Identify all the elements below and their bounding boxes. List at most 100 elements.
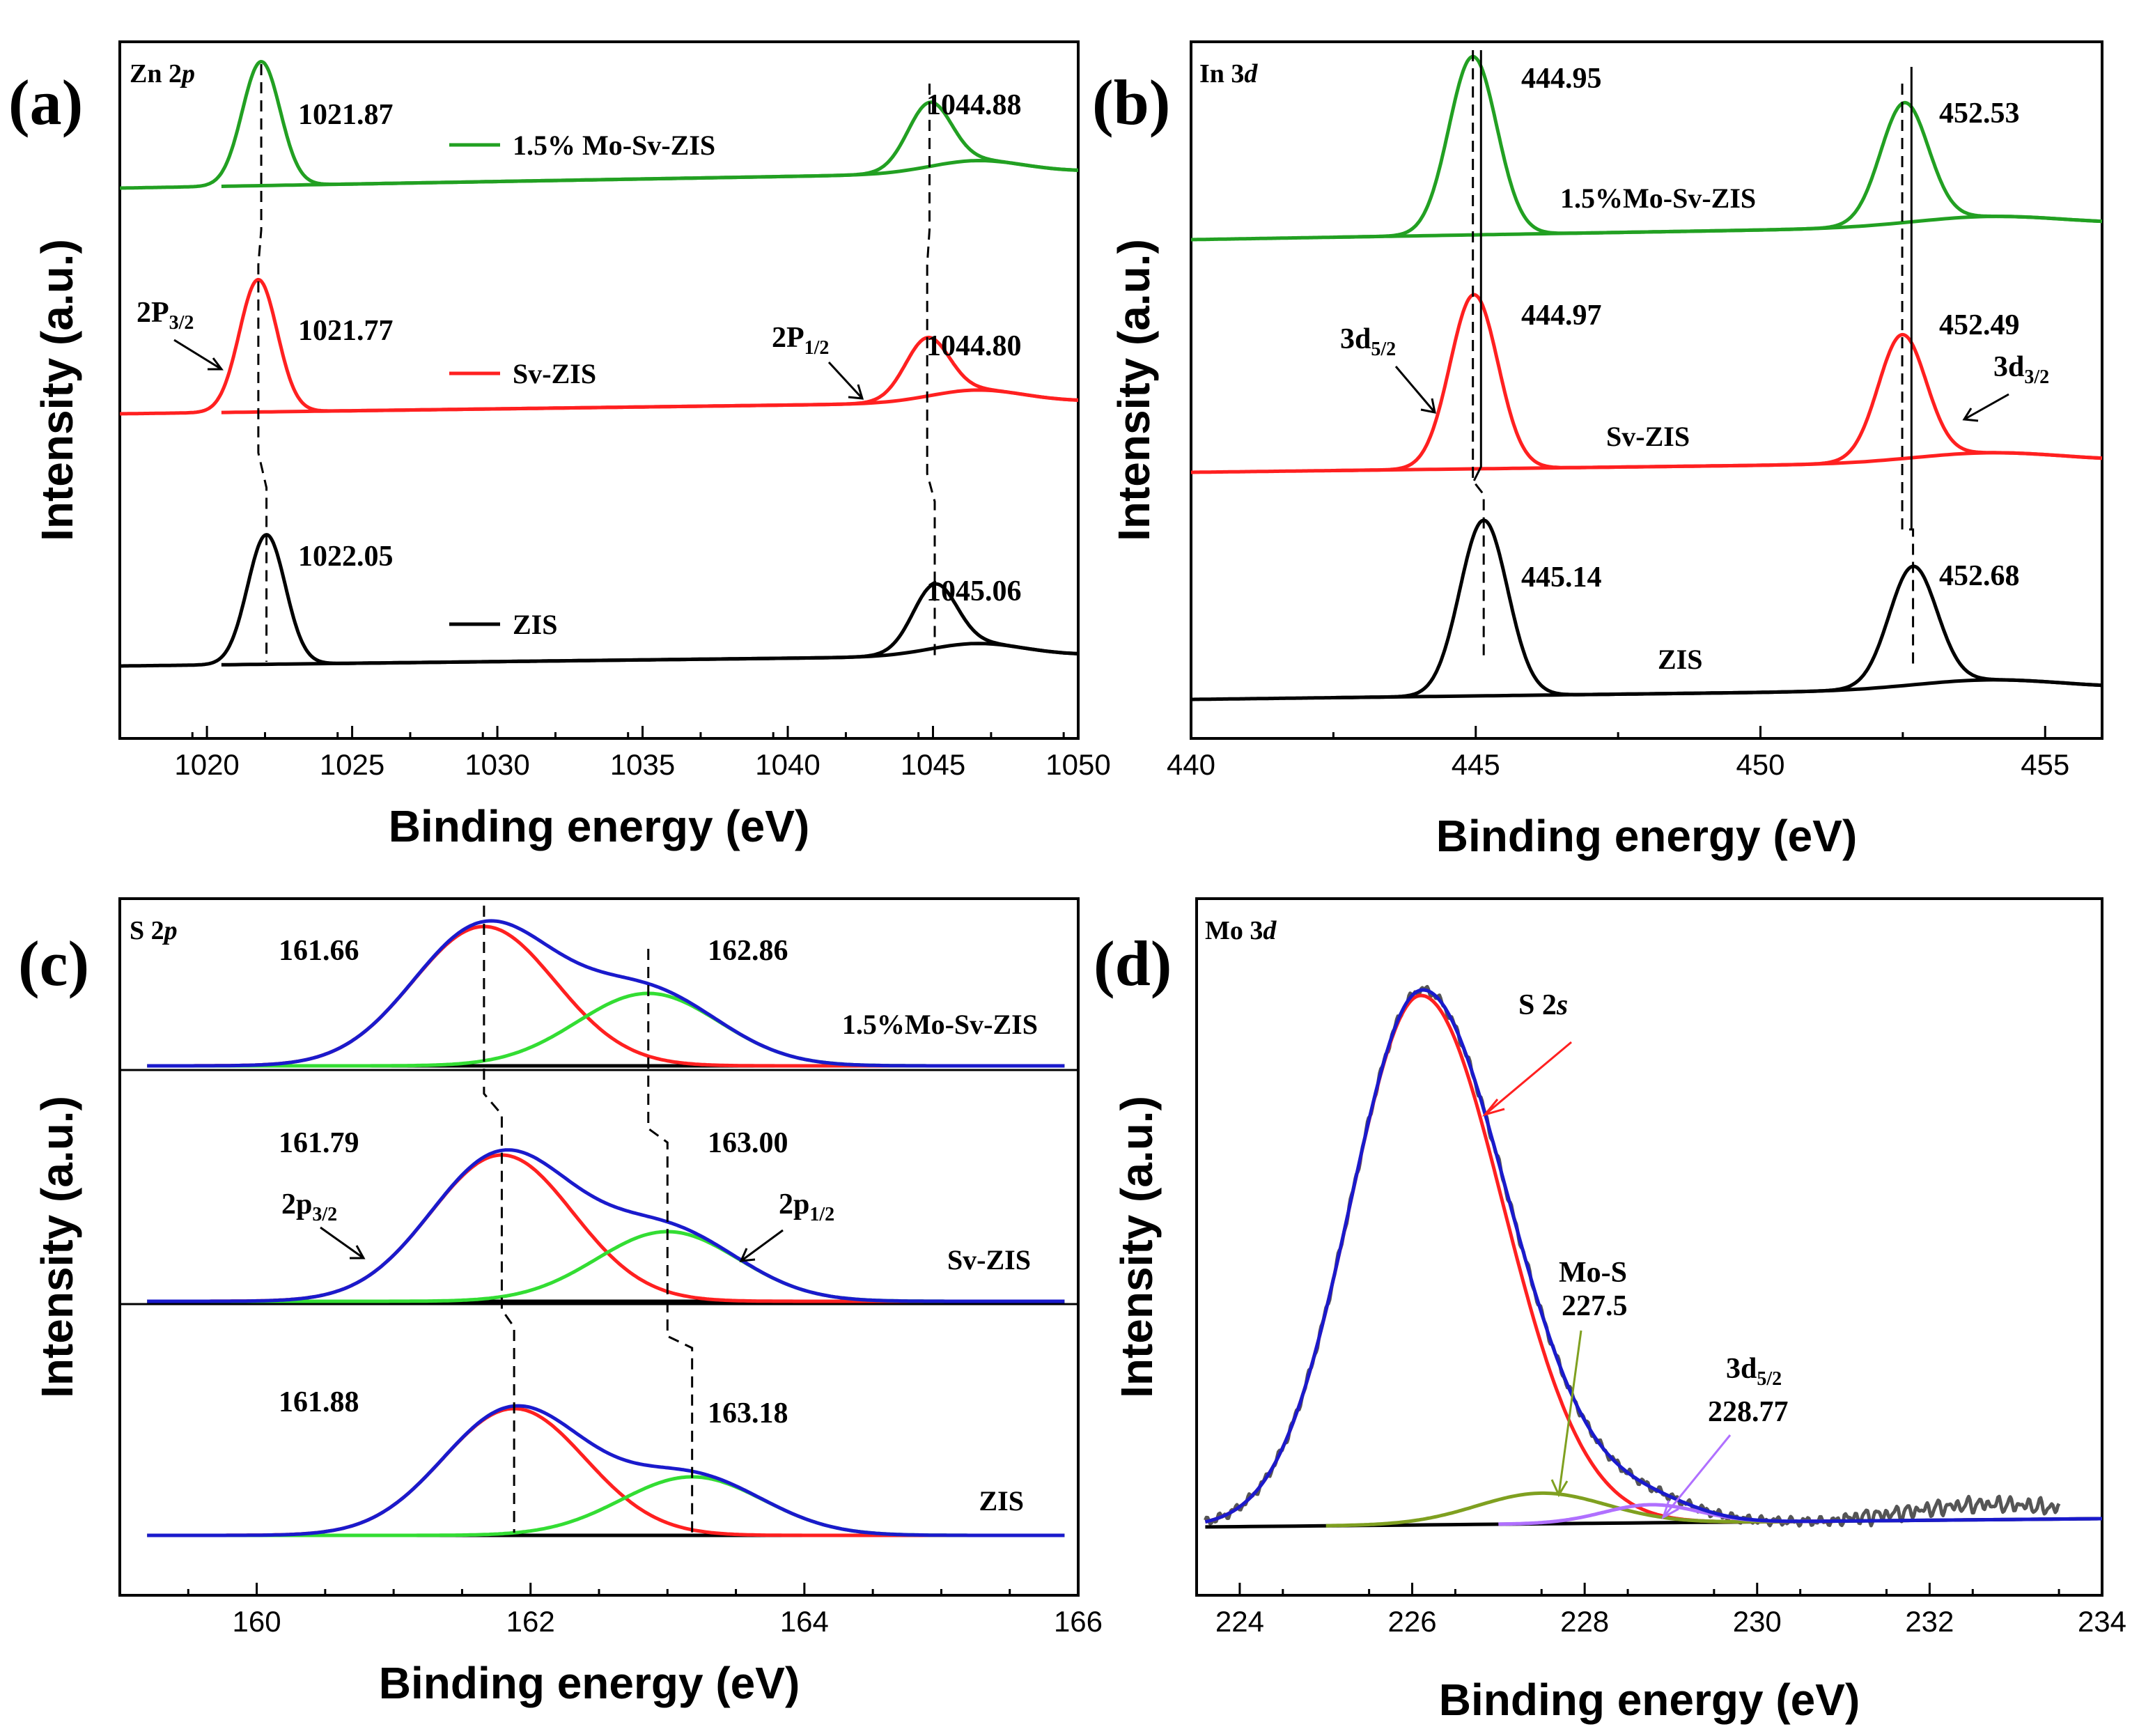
panel-d-arrow-mos <box>1550 1330 1582 1498</box>
panel-d-envelope <box>1204 988 2102 1524</box>
panel-a-element-label: Zn 2p <box>130 59 195 88</box>
panel-b-letter: (b) <box>1092 67 1170 138</box>
panel-a-arrow-2p12 <box>827 361 864 400</box>
panel-d-element-label: Mo 3d <box>1205 916 1277 945</box>
panel-b-baseline <box>1333 678 2103 699</box>
panel-a-ticks: 1020 1025 1030 1035 1040 1045 1050 <box>118 726 1111 781</box>
panel-a-y-axis-title: Intensity (a.u.) <box>32 239 82 541</box>
panel-c-arrow-2p12 <box>739 1229 784 1262</box>
panel-d-mo3d: (d) Mo 3d Binding energy (eV) Intensity … <box>1094 897 2126 1725</box>
panel-c-peak-label: 162.86 <box>708 935 788 967</box>
panel-a-peak-label: 1021.87 <box>298 99 394 131</box>
x-tick-label: 232 <box>1905 1605 1954 1638</box>
panel-c-annotation-2p12: 2p1/2 <box>779 1188 834 1225</box>
panel-c-peak-shift-guide <box>647 949 694 1533</box>
x-tick-label: 1030 <box>465 748 529 781</box>
panel-d-fit-mos <box>1325 1491 1800 1528</box>
panel-a-legend-label-mo: 1.5% Mo-Sv-ZIS <box>513 130 715 161</box>
panel-b-peak-label: 444.95 <box>1521 63 1602 95</box>
panel-c-peak-label: 163.18 <box>708 1397 788 1429</box>
panel-a-baseline <box>221 642 1079 667</box>
panel-d-label-s2s: S 2s <box>1518 989 1568 1021</box>
panel-b-arrow-3d32 <box>1962 393 2009 422</box>
panel-b-y-axis-title: Intensity (a.u.) <box>1109 239 1159 541</box>
panel-c-peak-label: 161.79 <box>279 1127 359 1159</box>
panel-a-baseline <box>221 388 1079 414</box>
panel-b-peak-shift-guide <box>1472 50 1485 662</box>
panel-b-in3d: (b) In 3d Binding energy (eV) Intensity … <box>1092 40 2103 861</box>
panel-c-element-label: S 2p <box>130 916 178 945</box>
panel-b-series-label-sv: Sv-ZIS <box>1606 421 1690 452</box>
x-tick-label: 440 <box>1167 748 1215 781</box>
panel-b-peak-label: 452.68 <box>1939 560 2020 592</box>
panel-b-peak-label: 445.14 <box>1521 561 1602 594</box>
panel-c-s2p: (c) S 2p Binding energy (eV) Intensity (… <box>18 897 1103 1708</box>
panel-d-label-mos-value: 227.5 <box>1562 1290 1628 1322</box>
x-tick-label: 1040 <box>755 748 820 781</box>
panel-c-fit-2p32 <box>147 1406 1065 1537</box>
x-tick-label: 455 <box>2021 748 2069 781</box>
panel-b-annotation-3d32: 3d3/2 <box>1993 351 2049 388</box>
panel-b-frame <box>1190 40 2103 740</box>
panel-b-baseline <box>1333 451 2103 472</box>
x-tick-label: 450 <box>1736 748 1784 781</box>
panel-c-guides <box>483 906 694 1533</box>
x-tick-label: 162 <box>506 1605 555 1638</box>
panel-b-peak-label: 444.97 <box>1521 300 1602 332</box>
panel-b-curves <box>1190 54 2103 702</box>
panel-a-peak-shift-guide <box>926 84 936 662</box>
panel-c-peak-label: 161.66 <box>279 935 359 967</box>
panel-a-annotation-2p32: 2P3/2 <box>137 297 194 334</box>
panel-a-guides <box>257 64 936 662</box>
panel-c-fit-2p32 <box>147 1153 1065 1303</box>
panel-a-legend-label-sv: Sv-ZIS <box>513 358 596 389</box>
panel-a-baseline <box>221 159 1079 188</box>
panel-a-spectrum-line <box>119 60 1079 190</box>
panel-c-envelope <box>147 1148 1065 1303</box>
panel-b-baseline <box>1333 215 2103 240</box>
panel-b-series-label-zis: ZIS <box>1658 644 1703 675</box>
panel-b-ticks: 440 445 450 455 <box>1167 726 2069 781</box>
x-tick-label: 230 <box>1733 1605 1782 1638</box>
panel-a-peak-label: 1021.77 <box>298 315 394 347</box>
x-tick-label: 164 <box>780 1605 829 1638</box>
panel-c-peak-label: 163.00 <box>708 1127 788 1159</box>
panel-d-x-axis-title: Binding energy (eV) <box>1439 1675 1860 1725</box>
x-tick-label: 228 <box>1560 1605 1609 1638</box>
panel-c-curves <box>120 919 1078 1537</box>
x-tick-label: 166 <box>1054 1605 1103 1638</box>
panel-c-letter: (c) <box>18 928 89 999</box>
panel-c-peak-shift-guide <box>483 906 515 1533</box>
panel-c-ticks: 160 162 164 166 <box>118 1583 1103 1638</box>
panel-b-element-label: In 3d <box>1199 59 1258 88</box>
panel-c-series-label-sv: Sv-ZIS <box>947 1244 1031 1276</box>
x-tick-label: 234 <box>2078 1605 2126 1638</box>
panel-c-peak-label: 161.88 <box>279 1386 359 1418</box>
x-tick-label: 226 <box>1387 1605 1436 1638</box>
panel-b-x-axis-title: Binding energy (eV) <box>1436 811 1858 861</box>
panel-c-envelope <box>147 1404 1065 1537</box>
panel-a-peak-label: 1045.06 <box>926 575 1022 607</box>
panel-a-frame <box>118 40 1080 740</box>
x-tick-label: 1045 <box>901 748 965 781</box>
panel-d-curves <box>1204 984 2103 1529</box>
x-tick-label: 445 <box>1452 748 1500 781</box>
panel-c-frame <box>118 897 1080 1597</box>
panel-b-spectrum-line <box>1190 518 2103 702</box>
panel-c-fit-2p12 <box>147 1475 1065 1537</box>
panel-d-label-3d52-value: 228.77 <box>1708 1396 1789 1428</box>
x-tick-label: 1020 <box>174 748 239 781</box>
panel-c-series-label-zis: ZIS <box>979 1485 1025 1517</box>
panel-b-peak-label: 452.49 <box>1939 309 2020 341</box>
panel-d-y-axis-title: Intensity (a.u.) <box>1112 1096 1162 1398</box>
panel-d-raw-data <box>1204 984 2061 1528</box>
panel-b-peak-label: 452.53 <box>1939 98 2020 130</box>
panel-a-letter: (a) <box>8 67 83 138</box>
panel-a-legend-label-zis: ZIS <box>513 609 558 640</box>
panel-c-fit-2p12 <box>147 1230 1065 1303</box>
panel-b-peak-shift-guide <box>1901 84 1915 669</box>
panel-b-peak-shift-guide <box>1472 50 1482 481</box>
panel-a-curves <box>119 60 1079 668</box>
panel-c-envelope <box>147 919 1065 1068</box>
panel-b-annotation-3d52: 3d5/2 <box>1340 323 1396 360</box>
